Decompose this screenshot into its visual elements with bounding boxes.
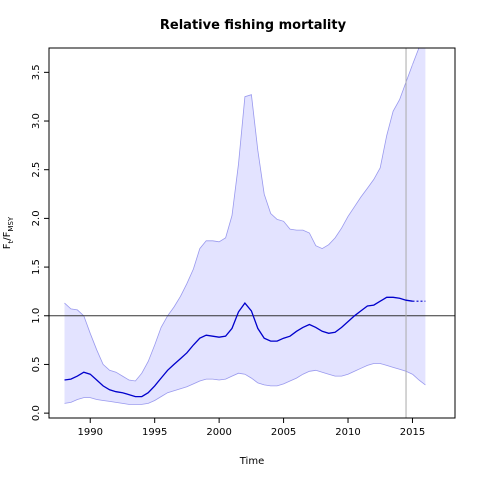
y-tick-label: 0.0 [31, 405, 42, 421]
x-tick-label: 1990 [78, 427, 103, 438]
x-tick-label: 1995 [142, 427, 167, 438]
lower-bound-1 [412, 373, 426, 386]
y-tick-label: 1.5 [31, 259, 42, 275]
chart-title: Relative fishing mortality [160, 18, 347, 33]
x-tick-label: 2010 [335, 427, 360, 438]
lower-bound-0 [64, 363, 413, 405]
y-tick-label: 2.0 [31, 210, 42, 226]
y-tick-label: 2.5 [31, 162, 42, 178]
y-tick-label: 1.0 [31, 308, 42, 324]
plot-frame [48, 47, 456, 419]
x-tick-label: 2000 [206, 427, 231, 438]
upper-bound-1 [412, 48, 426, 65]
axes: 1990 1995 2000 2005 2010 2015 0.0 0.5 1.0 1.5 2.0 2… [31, 47, 456, 438]
x-axis-label: Time [239, 456, 264, 467]
confidence-band-0 [64, 64, 413, 405]
y-tick-label: 3.0 [31, 113, 42, 129]
y-tick-label: 0.5 [31, 356, 42, 372]
x-tick-label: 2005 [271, 427, 296, 438]
plot-area [49, 48, 455, 418]
y-tick-label: 3.5 [31, 64, 42, 80]
upper-bound-0 [64, 64, 413, 382]
estimate-line [64, 296, 413, 398]
y-axis-label: Ft/FMSY [2, 216, 15, 249]
confidence-band-1 [412, 48, 426, 385]
x-tick-label: 2015 [400, 427, 425, 438]
